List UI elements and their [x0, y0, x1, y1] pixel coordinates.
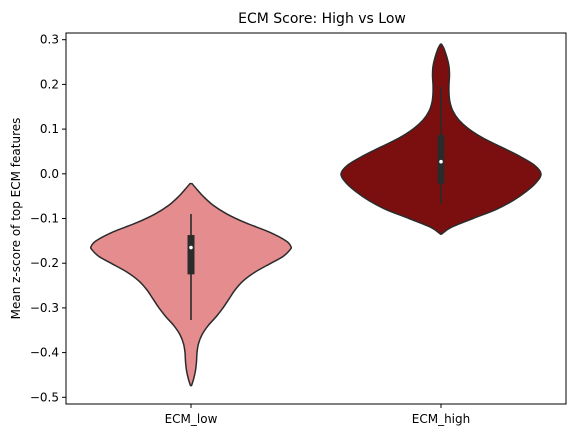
violin-iqr-box-ECM_high — [437, 134, 445, 184]
plot-frame — [65, 32, 567, 405]
x-tick-label: ECM_high — [412, 412, 470, 426]
y-tick-label: 0.1 — [40, 122, 59, 136]
x-tick-label: ECM_low — [165, 412, 218, 426]
y-tick-label: 0.2 — [40, 77, 59, 91]
violins-group — [89, 43, 542, 387]
y-tick-label: −0.4 — [30, 346, 59, 360]
chart-title: ECM Score: High vs Low — [238, 11, 406, 27]
y-tick-label: −0.3 — [30, 301, 59, 315]
y-axis-title: Mean z-score of top ECM features — [9, 118, 23, 320]
y-tick-label: −0.1 — [30, 212, 59, 226]
y-tick-label: 0.3 — [40, 33, 59, 47]
violin-median-ECM_high — [439, 159, 443, 164]
y-axis: −0.5 −0.4 −0.3 −0.2 −0.1 0.0 0.1 0.2 0.3 — [30, 33, 66, 404]
y-tick-label: −0.2 — [30, 256, 59, 270]
y-tick-label: −0.5 — [30, 390, 59, 404]
violin-median-ECM_low — [189, 245, 193, 250]
violin-iqr-box-ECM_low — [187, 235, 195, 275]
y-tick-label: 0.0 — [40, 167, 59, 181]
x-axis: ECM_low ECM_high — [165, 404, 470, 426]
